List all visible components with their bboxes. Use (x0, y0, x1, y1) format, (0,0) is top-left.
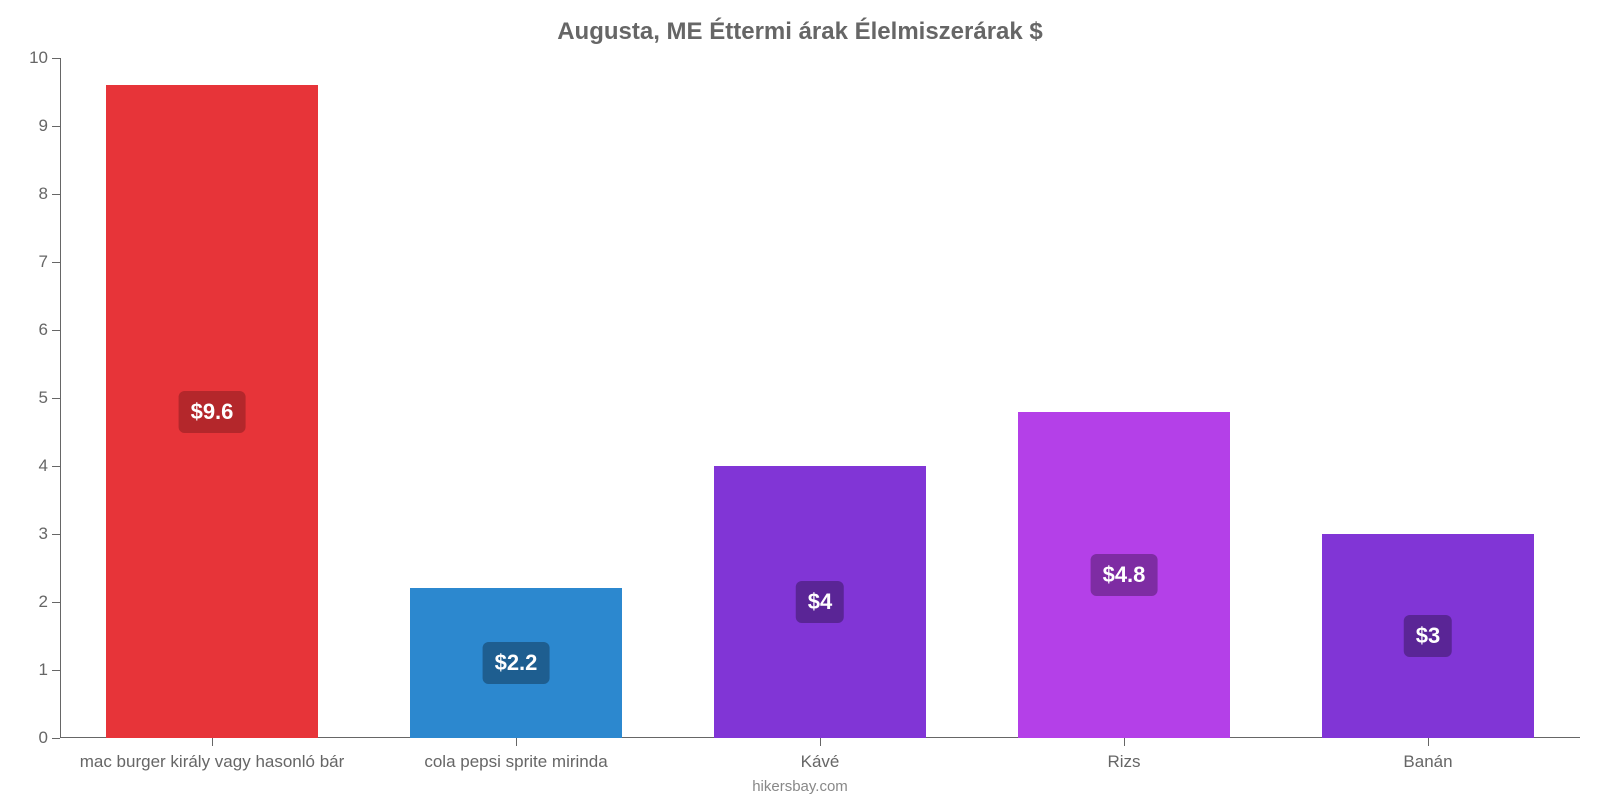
bar-value-label: $3 (1404, 615, 1452, 657)
bar-value-label: $4.8 (1091, 554, 1158, 596)
plot-area: 012345678910 $9.6$2.2$4$4.8$3 mac burger… (60, 58, 1580, 738)
bar-value-label: $2.2 (483, 642, 550, 684)
x-tick-label: mac burger király vagy hasonló bár (80, 738, 345, 772)
price-bar-chart: Augusta, ME Éttermi árak Élelmiszerárak … (0, 0, 1600, 800)
x-tick-label: cola pepsi sprite mirinda (424, 738, 607, 772)
y-tick-label: 7 (39, 252, 60, 272)
x-tick-label: Banán (1403, 738, 1452, 772)
y-tick-label: 5 (39, 388, 60, 408)
bar-value-label: $9.6 (179, 391, 246, 433)
y-tick-label: 3 (39, 524, 60, 544)
y-tick-label: 8 (39, 184, 60, 204)
x-tick-label: Kávé (801, 738, 840, 772)
y-tick-label: 9 (39, 116, 60, 136)
y-tick-label: 6 (39, 320, 60, 340)
y-tick-label: 4 (39, 456, 60, 476)
y-tick-label: 0 (39, 728, 60, 748)
y-tick-label: 1 (39, 660, 60, 680)
x-tick-label: Rizs (1107, 738, 1140, 772)
y-tick-label: 2 (39, 592, 60, 612)
chart-footer: hikersbay.com (0, 778, 1600, 795)
bar-value-label: $4 (796, 581, 844, 623)
bars-container: $9.6 $2.2 $4 $4.8 $3 (60, 58, 1580, 738)
chart-title: Augusta, ME Éttermi árak Élelmiszerárak … (0, 18, 1600, 46)
y-tick-label: 10 (29, 48, 60, 68)
